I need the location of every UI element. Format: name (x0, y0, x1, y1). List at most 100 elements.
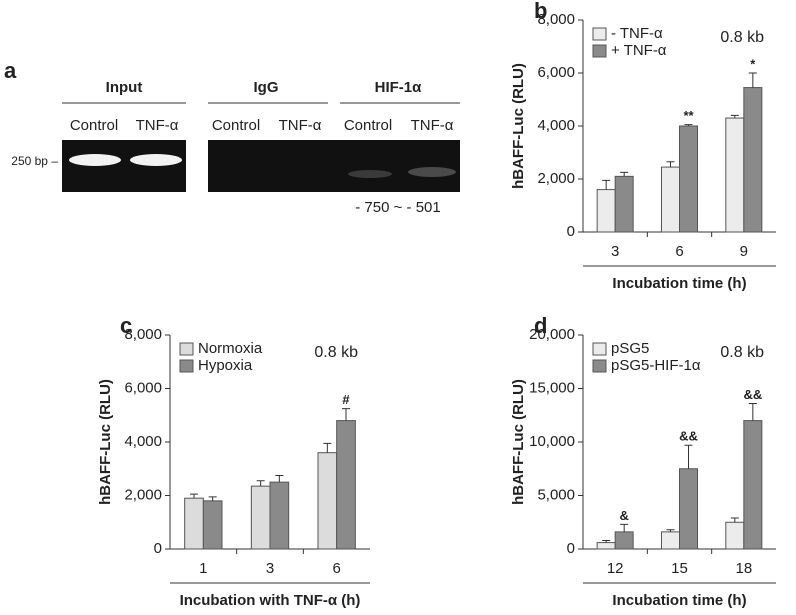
lane-label: Control (344, 117, 392, 134)
bar (596, 189, 616, 233)
y-tick-label: 5,000 (537, 486, 575, 503)
x-tick-label: 3 (266, 560, 274, 577)
error-bar (323, 442, 332, 453)
bar (660, 166, 681, 233)
bar (336, 420, 356, 550)
annotation: ** (683, 108, 694, 123)
band (348, 170, 392, 178)
legend-swatch (592, 44, 607, 58)
annotation: * (750, 56, 756, 71)
bar (269, 481, 290, 550)
y-tick-label: 4,000 (124, 433, 162, 450)
band (69, 154, 121, 166)
band (130, 154, 182, 166)
y-tick-label: 6,000 (537, 64, 575, 81)
y-tick-label: 10,000 (529, 433, 575, 450)
panel-label: c (120, 313, 132, 338)
x-tick-label: 15 (671, 560, 688, 577)
bar (614, 175, 634, 233)
lane-label: Control (212, 117, 260, 134)
legend-label: Normoxia (198, 340, 263, 357)
y-axis-label: hBAFF-Luc (RLU) (97, 379, 114, 505)
x-axis-label: Incubation time (h) (612, 592, 746, 609)
bar (596, 542, 616, 550)
x-tick-label: 9 (740, 243, 748, 260)
annotation: # (342, 392, 350, 407)
legend-label: - TNF-α (611, 25, 663, 42)
bar (317, 452, 338, 550)
error-bar (748, 72, 757, 88)
y-tick-label: 4,000 (537, 117, 575, 134)
x-axis-label: Incubation time (h) (612, 275, 746, 292)
bar (184, 497, 204, 550)
bar (679, 468, 699, 550)
error-bar (602, 539, 611, 543)
x-tick-label: 6 (675, 243, 683, 260)
error-bar (620, 523, 629, 532)
note: 0.8 kb (720, 29, 764, 46)
y-tick-label: 8,000 (124, 326, 162, 343)
error-bar (602, 179, 611, 190)
lane-label: TNF-α (279, 117, 322, 134)
bar (743, 87, 763, 233)
y-tick-label: 2,000 (124, 486, 162, 503)
gel-image (208, 140, 460, 192)
y-tick-label: 0 (154, 540, 162, 557)
group-label: Input (106, 79, 143, 96)
gel-panel: a Input IgG HIF-1α Control TNF-α Control… (4, 58, 460, 216)
region-label: - 750 ~ - 501 (355, 199, 440, 216)
error-bar (666, 161, 675, 168)
x-tick-label: 3 (611, 243, 619, 260)
bar (679, 125, 699, 233)
annotation: && (679, 429, 698, 444)
lane-label: Control (70, 117, 118, 134)
y-tick-label: 8,000 (537, 11, 575, 28)
x-tick-label: 6 (332, 560, 340, 577)
panel-label: a (4, 58, 17, 83)
group-label: HIF-1α (375, 79, 423, 96)
bar (202, 500, 223, 550)
bar (743, 420, 763, 550)
legend-label: Hypoxia (198, 357, 253, 374)
error-bar (208, 496, 217, 501)
legend-label: + TNF-α (611, 42, 667, 59)
x-axis-label: Incubation with TNF-α (h) (180, 592, 361, 609)
legend-swatch (179, 359, 194, 373)
group-label: IgG (254, 79, 279, 96)
legend-swatch (592, 359, 607, 373)
legend-swatch (179, 342, 194, 356)
error-bar (730, 517, 739, 523)
bar (660, 531, 681, 550)
error-bar (620, 171, 629, 177)
error-bar (684, 444, 693, 469)
bar (614, 531, 634, 550)
y-axis-label: hBAFF-Luc (RLU) (510, 379, 527, 505)
error-bar (256, 480, 265, 487)
y-tick-label: 20,000 (529, 326, 575, 343)
error-bar (275, 474, 284, 483)
error-bar (342, 408, 350, 421)
error-bar (666, 529, 675, 532)
lane-label: TNF-α (136, 117, 179, 134)
error-bar (190, 493, 198, 499)
legend-swatch (592, 342, 607, 356)
error-bar (684, 124, 693, 126)
legend-label: pSG5-HIF-1α (611, 357, 701, 374)
y-tick-label: 2,000 (537, 170, 575, 187)
x-tick-label: 18 (735, 560, 752, 577)
y-tick-label: 15,000 (529, 379, 575, 396)
band (408, 167, 456, 177)
error-bar (748, 402, 757, 421)
y-axis-label: hBAFF-Luc (RLU) (510, 63, 527, 189)
panel-label: b (534, 0, 547, 23)
annotation: & (619, 508, 628, 523)
bar (725, 521, 745, 550)
gel-image (62, 140, 186, 192)
x-tick-label: 12 (607, 560, 624, 577)
legend-label: pSG5 (611, 340, 649, 357)
lane-label: TNF-α (411, 117, 454, 134)
bar (250, 485, 271, 550)
note: 0.8 kb (720, 344, 764, 361)
note: 0.8 kb (314, 344, 358, 361)
